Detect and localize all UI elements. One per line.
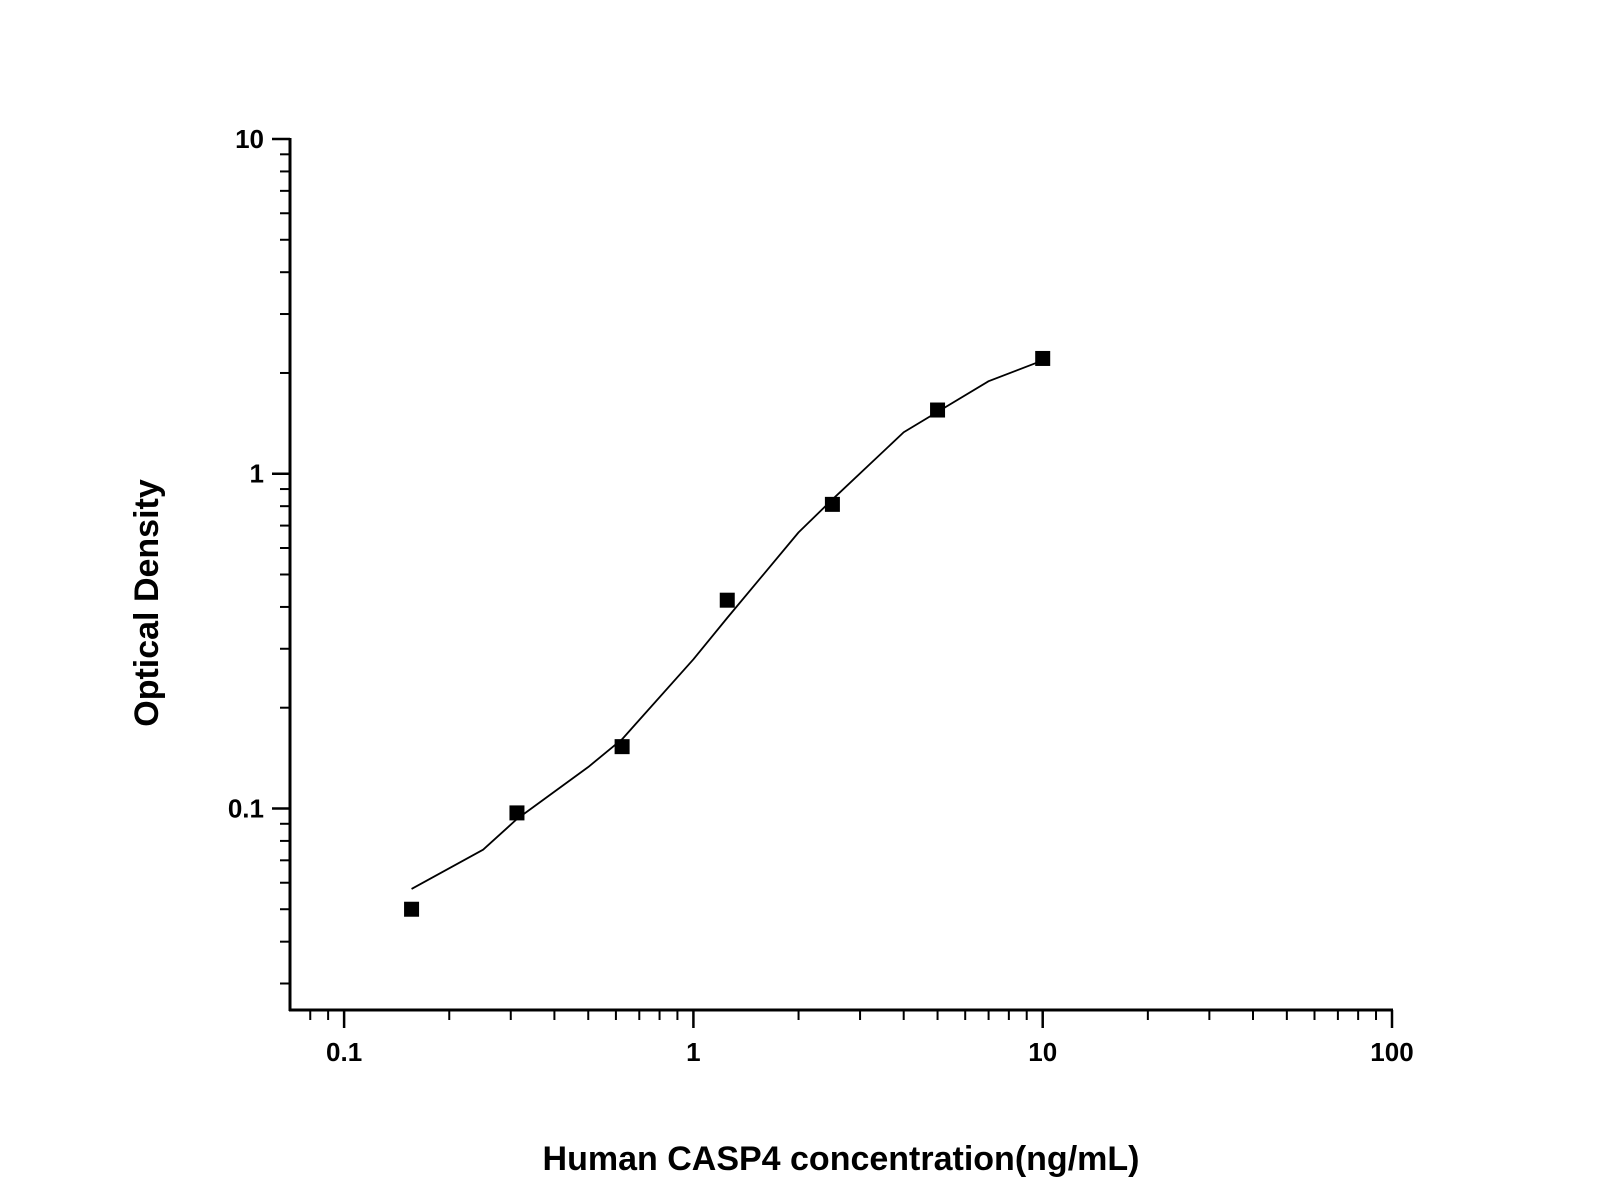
- fit-curve: [411, 359, 1044, 890]
- y-tick-label: 0.1: [228, 793, 264, 823]
- y-tick-label: 1: [250, 459, 264, 489]
- y-axis-label: Optical Density: [128, 479, 166, 727]
- x-tick-label: 0.1: [326, 1037, 362, 1067]
- data-point: [930, 402, 946, 418]
- x-tick-label: 1: [686, 1037, 700, 1067]
- y-tick-label: 10: [235, 124, 264, 154]
- data-point: [1035, 350, 1051, 366]
- data-point: [404, 901, 420, 917]
- data-point: [824, 496, 840, 512]
- data-point: [719, 592, 735, 608]
- x-axis-label: Human CASP4 concentration(ng/mL): [543, 1140, 1140, 1178]
- x-tick-label: 10: [1028, 1037, 1057, 1067]
- data-point: [509, 805, 525, 821]
- data-point: [614, 739, 630, 755]
- x-tick-label: 100: [1370, 1037, 1413, 1067]
